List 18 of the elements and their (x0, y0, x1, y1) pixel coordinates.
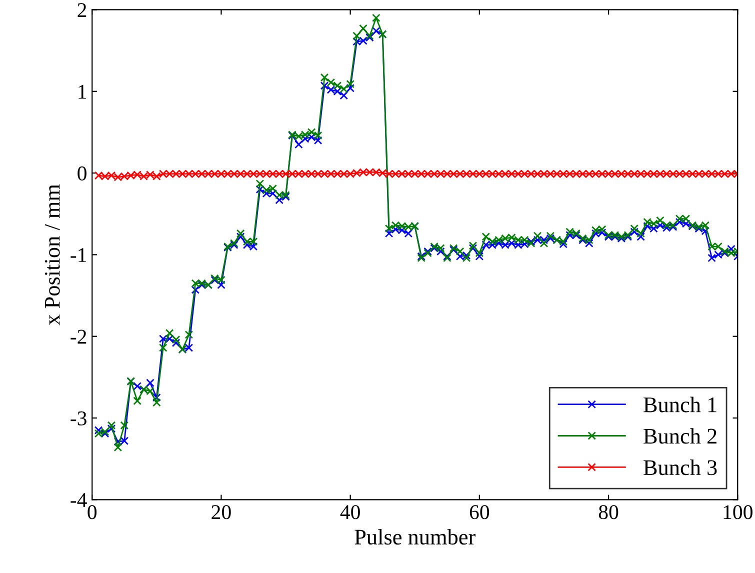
y-tick-label: 1 (78, 84, 86, 99)
x-tick-label: 0 (88, 505, 97, 520)
y-tick-label: 0 (78, 166, 86, 180)
y-tick-label: -3 (70, 411, 86, 426)
legend-label: Bunch 3 (644, 460, 717, 476)
legend-label: Bunch 2 (644, 428, 716, 444)
y-tick-label: -2 (70, 330, 86, 344)
legend-label: Bunch 1 (644, 396, 716, 412)
y-tick-label: 2 (78, 3, 86, 17)
y-axis-title: x Position / mm (44, 184, 60, 326)
x-tick-label: 100 (724, 505, 752, 520)
x-tick-label: 80 (598, 505, 618, 520)
x-tick-label: 20 (212, 505, 231, 520)
x-tick-label: 40 (340, 505, 360, 520)
x-axis-title: Pulse number (354, 528, 476, 545)
y-tick-label: -4 (70, 493, 87, 507)
x-tick-label: 60 (470, 505, 490, 520)
y-tick-label: -1 (70, 248, 86, 262)
